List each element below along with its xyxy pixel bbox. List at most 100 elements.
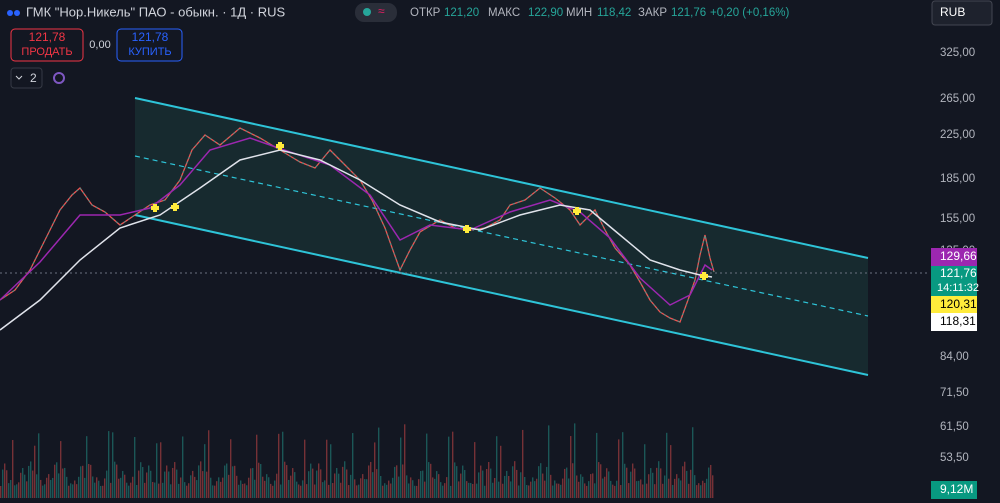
volume-bar [562, 478, 564, 498]
volume-bar [242, 483, 244, 498]
volume-bar [258, 462, 260, 498]
moving-average-slow [0, 149, 713, 331]
volume-bar [172, 467, 174, 498]
volume-bar [274, 480, 276, 498]
volume-bar [358, 484, 360, 498]
volume-bar [112, 432, 114, 498]
volume-bar [688, 483, 690, 498]
sell-button[interactable] [10, 28, 84, 62]
volume-bar [0, 486, 2, 498]
volume-bar [34, 445, 36, 498]
indicators-toggle[interactable] [10, 67, 43, 89]
volume-bar [458, 481, 460, 498]
status-pill [355, 3, 397, 22]
volume-bar [488, 462, 490, 498]
volume-bar [468, 482, 470, 498]
volume-bar [654, 484, 656, 498]
volume-bar [90, 464, 92, 498]
volume-bar [368, 465, 370, 498]
volume-bar [680, 480, 682, 498]
volume-bar [378, 427, 380, 498]
volume-bar [450, 485, 452, 498]
volume-bar [380, 475, 382, 498]
volume-bar [318, 463, 320, 498]
volume-bar [490, 468, 492, 498]
currency-label[interactable]: RUB [940, 5, 965, 19]
axis-label: 61,50 [940, 421, 969, 433]
volume-bar [146, 472, 148, 498]
volume-bar [670, 445, 672, 498]
volume-bar [198, 465, 200, 498]
volume-bar [166, 465, 168, 498]
volume-bar [484, 485, 486, 498]
volume-bar [292, 468, 294, 498]
volume-bar [516, 469, 518, 498]
volume-bar [336, 467, 338, 498]
volume-bar [218, 477, 220, 498]
sell-label[interactable]: ПРОДАТЬ [21, 46, 72, 58]
volume-bar [200, 461, 202, 498]
volume-bar [560, 484, 562, 498]
volume-bar [384, 483, 386, 498]
volume-bar [294, 472, 296, 498]
buy-button[interactable] [116, 28, 183, 62]
volume-bar [74, 480, 76, 498]
volume-bar [266, 474, 268, 498]
volume-bar [434, 478, 436, 498]
currency-button[interactable] [931, 0, 993, 26]
volume-bar [276, 473, 278, 498]
volume-bar [652, 472, 654, 498]
buy-label[interactable]: КУПИТЬ [128, 46, 171, 58]
symbol-title: ГМК "Нор.Никель" ПАО - обыкн. · 1Д · RUS [26, 4, 286, 19]
volume-bar [20, 472, 22, 498]
indicators-count[interactable]: 2 [30, 71, 37, 85]
volume-bar [540, 463, 542, 498]
volume-bar [312, 468, 314, 498]
volume-bar [262, 476, 264, 498]
volume-bar [300, 485, 302, 498]
volume-bar [340, 482, 342, 498]
volume-bar [160, 442, 162, 498]
volume-bar [530, 481, 532, 498]
volume-bar [430, 463, 432, 498]
volume-bar [596, 432, 598, 498]
volume-bar [48, 474, 50, 498]
volume-bar [524, 476, 526, 498]
spread: 0,00 [89, 39, 110, 51]
volume-bar [706, 478, 708, 498]
volume-bar [328, 484, 330, 498]
volume-bar [10, 479, 12, 498]
tag-yellow [931, 296, 977, 313]
volume-bar [238, 484, 240, 498]
volume-bar [558, 483, 560, 498]
channel-fill [135, 98, 868, 375]
volume-bar [226, 463, 228, 498]
volume-bar [404, 424, 406, 498]
buy-price[interactable]: 121,78 [132, 30, 169, 44]
volume-bar [304, 439, 306, 498]
volume-bar [16, 484, 18, 498]
volume-bar [154, 482, 156, 498]
volume-bar [660, 468, 662, 498]
volume-bar [174, 462, 176, 498]
volume-bar [170, 484, 172, 498]
channel-lower [134, 214, 869, 376]
volume-bar [570, 436, 572, 498]
axis-label: 265,00 [940, 93, 975, 105]
volume-bar [176, 469, 178, 498]
volume-bar [118, 478, 120, 498]
volume-bar [306, 484, 308, 498]
tag-label: 120,31 [940, 297, 977, 311]
volume-bar [326, 439, 328, 498]
volume-bar [642, 484, 644, 498]
volume-bar [512, 466, 514, 498]
volume-bar [4, 463, 6, 498]
volume-bar [164, 471, 166, 498]
volume-bar [442, 485, 444, 498]
volume-bar [186, 485, 188, 498]
volume-bar [504, 475, 506, 498]
volume-bar [686, 470, 688, 498]
volume-bar [602, 478, 604, 498]
volume-bar [202, 471, 204, 498]
sell-price[interactable]: 121,78 [29, 30, 66, 44]
